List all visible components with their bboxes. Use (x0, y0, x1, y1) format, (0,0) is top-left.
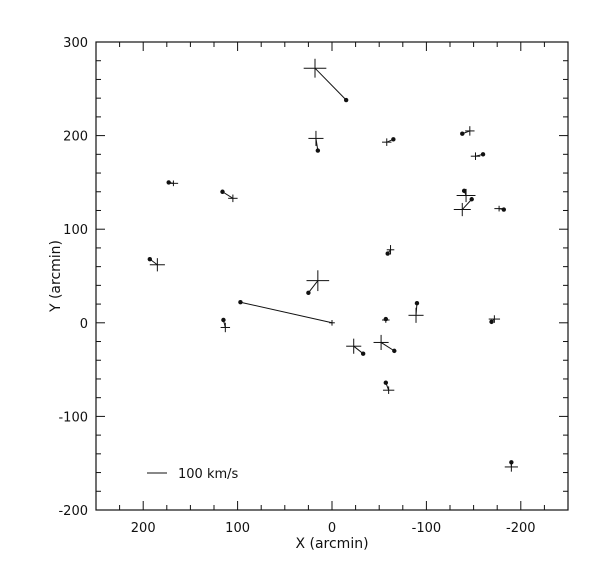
velocity-vectors (147, 58, 518, 472)
vector-endpoint (315, 148, 321, 153)
vector-line (240, 301, 333, 324)
vector-endpoint (221, 317, 226, 323)
vector-endpoint (391, 137, 396, 142)
velocity-vector (373, 334, 397, 354)
velocity-vector (494, 205, 507, 212)
plot-frame (95, 41, 569, 511)
legend-label: 100 km/s (178, 467, 239, 482)
vector-line (380, 342, 395, 352)
vector-endpoint (383, 380, 389, 385)
vector-endpoint (166, 180, 171, 185)
velocity-vector (453, 197, 474, 217)
velocity-vector (385, 245, 395, 256)
y-tick-label: -100 (58, 410, 88, 425)
velocity-vector (382, 137, 396, 146)
vector-line (314, 67, 347, 101)
velocity-vector (488, 315, 501, 325)
x-tick-label: 0 (328, 521, 336, 536)
y-tick-labels: -200 -100 0 100 200 300 (58, 36, 88, 519)
vector-endpoint (383, 316, 389, 322)
velocity-vector (147, 256, 165, 272)
vector-endpoint (460, 131, 465, 136)
velocity-vector (306, 270, 330, 296)
y-tick-label: 100 (63, 223, 88, 238)
y-axis-label: Y (arcmin) (48, 240, 64, 313)
vector-endpoint (220, 189, 225, 194)
vector-endpoint (414, 300, 420, 306)
velocity-vector (504, 460, 518, 472)
vector-endpoint (509, 460, 514, 465)
velocity-vector (166, 180, 179, 187)
vector-endpoint (489, 319, 494, 325)
velocity-vector (346, 338, 366, 356)
vector-endpoint (238, 300, 243, 305)
vector-endpoint (461, 188, 467, 194)
vector-endpoint (392, 348, 397, 354)
velocity-vector (238, 300, 335, 326)
vector-line (308, 280, 319, 294)
vector-endpoint (147, 256, 153, 262)
velocity-vector (308, 130, 324, 153)
x-tick-label: 100 (225, 521, 250, 536)
vector-endpoint (385, 251, 390, 256)
x-tick-label: 200 (131, 521, 156, 536)
vector-endpoint (306, 290, 311, 296)
velocity-vector (220, 317, 231, 333)
axis-ticks (95, 41, 569, 511)
vector-endpoint (360, 351, 366, 356)
x-tick-label: -200 (506, 521, 536, 536)
x-axis-label: X (arcmin) (295, 536, 368, 552)
y-tick-label: 0 (80, 317, 88, 332)
vector-endpoint (480, 152, 486, 157)
velocity-vector (382, 316, 390, 323)
vector-endpoint (501, 207, 507, 212)
y-tick-label: 200 (63, 130, 88, 145)
x-tick-labels: 200 100 0 -100 -200 (131, 521, 536, 536)
legend: 100 km/s (147, 467, 239, 482)
vector-line (461, 198, 473, 210)
vector-endpoint (469, 197, 474, 202)
velocity-vector (470, 152, 486, 160)
velocity-vector (456, 188, 476, 203)
velocity-vector (408, 300, 424, 323)
velocity-vector (220, 189, 238, 203)
velocity-vector (303, 58, 349, 103)
y-tick-label: -200 (58, 504, 88, 519)
x-tick-label: -100 (412, 521, 442, 536)
vector-endpoint (343, 97, 349, 103)
velocity-vector (460, 126, 475, 136)
velocity-vector (382, 380, 395, 394)
y-tick-label: 300 (63, 36, 88, 51)
